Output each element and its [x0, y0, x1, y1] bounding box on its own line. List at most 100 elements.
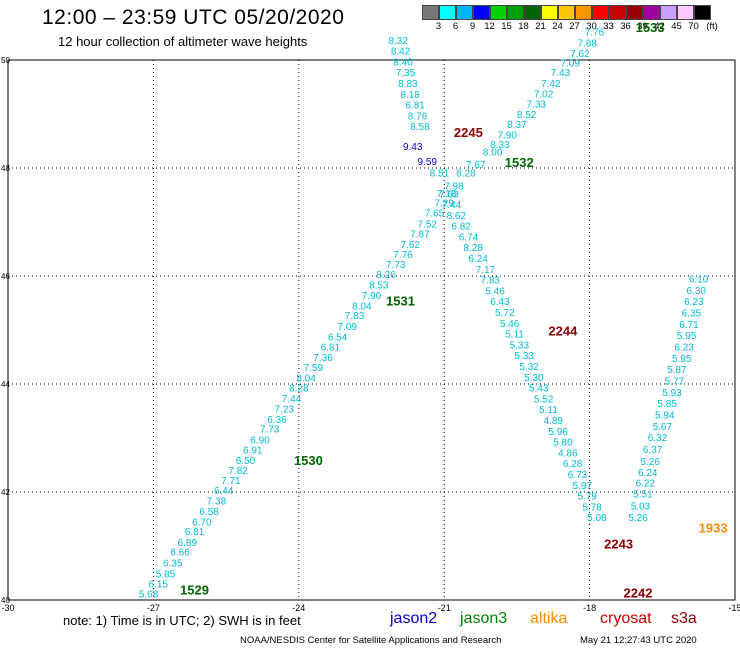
- wave-height-value: 5.94: [655, 411, 675, 422]
- wave-height-value: 5.85: [657, 399, 677, 410]
- wave-height-value: 7.44: [442, 200, 462, 211]
- map-ticks: -30 -27 -24 -21 -18 -15 50 48 46 44 42 40: [1, 56, 740, 613]
- wave-height-value: 7.63: [439, 190, 459, 201]
- wave-height-value: 5.26: [628, 513, 648, 524]
- wave-height-value: 6.28: [563, 459, 583, 470]
- wave-height-value: 8.04: [352, 301, 372, 312]
- wave-height-value: 6.23: [674, 343, 694, 354]
- color-swatch: [524, 5, 541, 20]
- wave-height-value: 8.62: [447, 211, 467, 222]
- legend-s3a: s3a: [671, 610, 697, 627]
- wave-height-value: 6.74: [459, 232, 479, 243]
- wave-height-value: 7.82: [228, 466, 248, 477]
- y-tick-label: 50: [1, 56, 10, 65]
- x-tick-label: -24: [292, 603, 305, 613]
- color-swatch: [558, 5, 575, 20]
- color-swatch: [660, 5, 677, 20]
- wave-height-value: 7.18: [437, 189, 457, 200]
- color-scale-label: 45: [671, 21, 682, 32]
- wave-height-value: 5.33: [510, 340, 530, 351]
- wave-height-value: 6.73: [568, 470, 588, 481]
- y-tick-label: 42: [1, 488, 10, 497]
- wave-height-value: 7.90: [362, 291, 382, 302]
- wave-height-value: 7.76: [585, 28, 605, 39]
- wave-height-value: 7.87: [410, 230, 430, 241]
- wave-height-value: 5.68: [139, 589, 159, 600]
- wave-height-value: 7.76: [393, 250, 413, 261]
- wave-height-value: 5.85: [156, 569, 176, 580]
- color-swatch: [456, 5, 473, 20]
- y-tick-label: 46: [1, 272, 10, 281]
- wave-height-value: 6.81: [321, 343, 341, 354]
- wave-height-value: 6.15: [149, 580, 169, 591]
- color-scale-label: 24: [552, 21, 563, 32]
- color-swatch: [507, 5, 524, 20]
- x-tick-label: -18: [583, 603, 596, 613]
- track-label: 1529: [180, 583, 209, 598]
- color-scale-label: 27: [569, 21, 580, 32]
- wave-height-value: 6.58: [199, 507, 219, 518]
- wave-height-value: 6.70: [192, 517, 212, 528]
- wave-height-value: 7.73: [260, 425, 280, 436]
- wave-height-value: 6.32: [648, 433, 668, 444]
- wave-height-value: 4.89: [544, 416, 564, 427]
- wave-height-value: 7.33: [527, 100, 547, 111]
- credit-line: NOAA/NESDIS Center for Satellite Applica…: [240, 635, 502, 646]
- wave-height-value: 5.80: [553, 438, 573, 449]
- wave-height-value: 6.24: [468, 254, 488, 265]
- timestamp: May 21 12:27:43 UTC 2020: [580, 635, 697, 646]
- wave-height-value: 6.37: [643, 445, 663, 456]
- wave-height-value: 7.09: [560, 58, 580, 69]
- wave-height-value: 7.90: [497, 130, 517, 141]
- wave-height-value: 7.98: [444, 182, 464, 193]
- wave-height-value: 5.72: [495, 308, 515, 319]
- color-scale-label: 12: [484, 21, 495, 32]
- x-tick-label: -21: [438, 603, 451, 613]
- wave-height-value: 7.67: [466, 160, 486, 171]
- wave-height-value: 5.11: [539, 405, 558, 416]
- page-title: 12:00 – 23:59 UTC 05/20/2020: [42, 6, 345, 29]
- track-label: 2243: [604, 537, 633, 552]
- wave-height-value: 5.32: [519, 362, 539, 373]
- color-swatch: [592, 5, 609, 20]
- wave-height-value: 5.26: [640, 457, 660, 468]
- color-swatch: [439, 5, 456, 20]
- wave-height-value: 5.97: [573, 481, 593, 492]
- wave-height-value: 7.83: [345, 311, 365, 322]
- color-scale-label: 39: [637, 21, 648, 32]
- wave-height-value: 8.51: [430, 169, 450, 180]
- wave-height-value: 7.65: [425, 209, 445, 220]
- track-label: 1532: [505, 155, 534, 170]
- wave-height-value: 7.09: [338, 322, 358, 333]
- wave-height-value: 5.30: [524, 373, 544, 384]
- wave-height-value: 6.43: [490, 297, 510, 308]
- wave-height-value: 7.35: [396, 68, 416, 79]
- wave-height-value: 6.44: [214, 486, 234, 497]
- wave-height-value: 6.22: [636, 479, 656, 490]
- legend-altika: altika: [530, 610, 568, 627]
- wave-height-value: 5.03: [631, 501, 651, 512]
- wave-height-value: 5.79: [577, 492, 597, 503]
- color-scale-label: 6: [452, 21, 459, 32]
- wave-height-value: 5.95: [672, 354, 692, 365]
- wave-height-value: 5.52: [534, 394, 554, 405]
- track-label: 1531: [386, 294, 415, 309]
- map-grid: [7, 59, 736, 601]
- wave-height-value: 7.17: [476, 265, 496, 276]
- wave-height-value: 7.59: [304, 363, 324, 374]
- color-scale-label: 70: [688, 21, 699, 32]
- wave-height-value: 8.26: [376, 270, 396, 281]
- wave-height-value: 5.46: [485, 286, 505, 297]
- wave-height-value: 5.95: [677, 331, 697, 342]
- wave-height-value: 7.36: [313, 353, 333, 364]
- track-label: 1933: [699, 521, 728, 536]
- color-scale-bar: [422, 5, 711, 21]
- x-tick-label: -30: [1, 603, 14, 613]
- legend-jason3: jason3: [460, 610, 508, 627]
- wave-height-value: 5.96: [548, 427, 568, 438]
- wave-height-value: 5.77: [665, 377, 685, 388]
- color-scale-label: 15: [501, 21, 512, 32]
- wave-height-value: 8.40: [393, 57, 413, 68]
- y-tick-label: 40: [1, 596, 10, 605]
